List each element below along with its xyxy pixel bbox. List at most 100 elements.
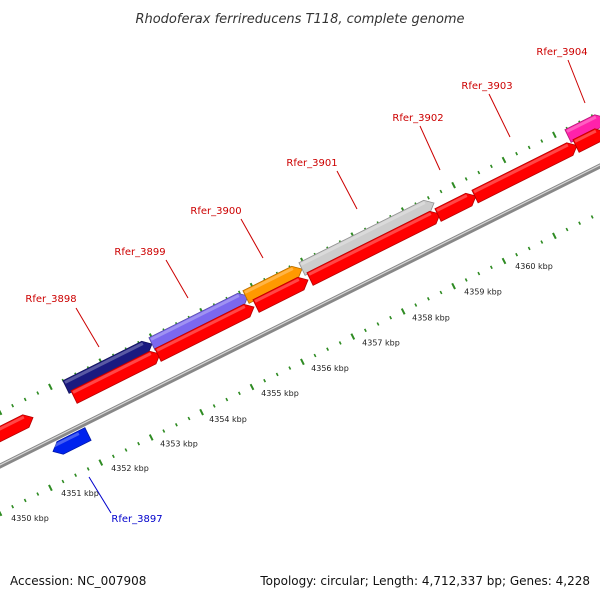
cds-red-arrow-shine [72,352,152,394]
gene-label-rfer-3897: Rfer_3897 [111,514,162,525]
minor-tick [23,397,27,402]
leader-rfer-3900 [240,218,264,259]
genome-backbone [0,163,600,469]
cds-red-arrow [154,303,255,362]
gene-rfer-3904-arrow [564,114,600,143]
map-title: Rhodoferax ferrireducens T118, complete … [135,12,464,27]
leader-rfer-3897 [88,476,112,514]
cds-red-arrow-shine [574,129,597,143]
major-tick [300,358,305,366]
kbp-label: 4355 kbp [261,389,299,398]
major-tick [501,156,507,164]
accession-text: Accession: NC_007908 [10,574,147,588]
leader-rfer-3904 [567,59,586,104]
kbp-label: 4357 kbp [362,339,400,348]
minor-tick [263,378,267,383]
major-tick [0,409,3,416]
minor-tick [36,391,40,395]
gene-rfer-3899-arrow [148,292,249,351]
minor-tick [36,492,40,496]
minor-tick [540,240,544,244]
leader-rfer-3898 [75,307,100,348]
gene-rfer-3899-arrow-shine [150,294,240,341]
kbp-label: 4351 kbp [61,489,99,498]
cds-red-arrow-shine [156,305,246,352]
minor-tick [174,423,178,427]
major-tick [148,434,154,441]
minor-tick [275,372,279,377]
gene-label-rfer-3901: Rfer_3901 [286,158,337,169]
cds-red-arrow [0,414,34,443]
kbp-label: 4360 kbp [515,262,553,271]
minor-tick [515,151,519,156]
minor-tick [565,227,569,232]
minor-tick [162,429,166,433]
minor-tick [414,303,418,307]
minor-tick [363,328,367,333]
kbp-label: 4352 kbp [111,464,149,473]
minor-tick [489,164,493,169]
cds-red-arrow-shine [254,278,300,303]
major-tick [98,459,104,466]
gene-features [0,114,600,455]
gene-label-rfer-3904: Rfer_3904 [536,47,587,58]
major-tick [552,232,557,240]
minor-tick [212,404,216,408]
major-tick [552,131,557,139]
minor-tick [389,315,393,320]
gene-rfer-3900-arrow-shine [244,267,294,294]
major-tick [48,383,53,391]
minor-tick [439,189,443,194]
gene-rfer-3897-arrow-shine [51,432,80,449]
leader-rfer-3903 [488,93,511,138]
minor-tick [426,196,430,200]
minor-tick [23,498,27,503]
minor-tick [86,467,90,471]
major-tick [0,510,3,517]
minor-tick [237,290,241,295]
cds-red-arrow-shine [308,212,432,276]
gene-rfer-3898-arrow [62,340,153,394]
cds-red-arrow-shine [436,194,468,212]
kbp-label: 4354 kbp [209,415,247,424]
minor-tick [225,397,229,402]
kbp-labels: 4350 kbp 4351 kbp 4352 kbp 4353 kbp 4354 kbp… [11,262,553,523]
kbp-label: 4359 kbp [464,288,502,297]
gene-rfer-3901-arrow-shine [300,201,426,266]
gene-label-rfer-3902: Rfer_3902 [392,113,443,124]
major-tick [350,333,356,340]
minor-tick [376,322,380,326]
gene-rfer-3898-arrow-shine [64,342,144,384]
cds-red-arrow-shine [473,143,569,194]
kbp-label: 4358 kbp [412,314,450,323]
major-tick [249,383,255,391]
minor-tick [74,473,78,477]
minor-tick [11,403,15,408]
gene-rfer-3901-arrow [298,199,435,276]
minor-tick [11,504,15,509]
minor-tick [313,353,317,358]
kbp-label: 4356 kbp [311,364,349,373]
minor-tick [477,271,481,276]
minor-tick [464,177,468,181]
gene-label-rfer-3899: Rfer_3899 [114,247,165,258]
gene-rfer-3897-arrow [52,427,92,455]
leader-rfer-3902 [419,125,441,171]
backbone-line [0,163,600,469]
minor-tick [515,252,519,257]
leader-rfer-3899 [165,259,189,299]
minor-tick [590,215,594,219]
cds-red-arrow [471,142,578,204]
kbp-label: 4350 kbp [11,514,49,523]
gene-rfer-3904-arrow-shine [566,115,597,133]
leader-rfer-3901 [336,170,358,210]
cds-red-arrow [434,192,477,222]
major-tick [199,408,204,416]
minor-tick [61,479,65,484]
major-tick [451,282,456,290]
gene-label-rfer-3903: Rfer_3903 [461,81,512,92]
minor-tick [578,221,582,225]
minor-tick [540,139,544,143]
minor-tick [111,454,115,459]
